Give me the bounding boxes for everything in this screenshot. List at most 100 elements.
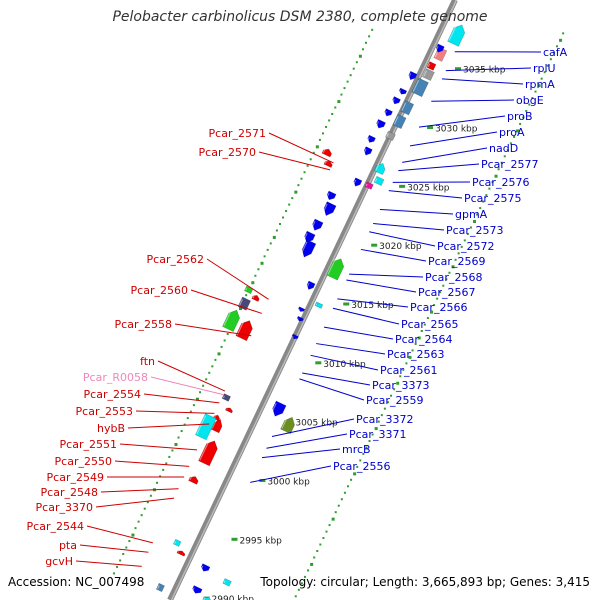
rna-label-left: Pcar_R0058 — [83, 371, 148, 384]
gene-label-right: proB — [507, 110, 533, 123]
gene-label-right: Pcar_2567 — [418, 286, 475, 299]
gc-dot — [291, 197, 294, 200]
scale-tick — [371, 243, 378, 247]
gene-feature — [435, 43, 445, 53]
gc-dot — [519, 122, 522, 125]
gc-dot — [310, 562, 314, 566]
gc-dot — [217, 352, 221, 356]
gc-dot — [361, 48, 364, 51]
backbone-line — [167, 0, 458, 600]
gc-dot — [337, 100, 341, 104]
gene-label-left: Pcar_2553 — [76, 405, 133, 418]
leader-line — [445, 67, 532, 72]
gc-dot — [119, 559, 122, 562]
gene-label-left: Pcar_2571 — [209, 127, 266, 140]
gc-dot — [195, 397, 199, 401]
leader-line — [369, 231, 436, 247]
gc-dot — [506, 148, 509, 151]
gc-dot — [208, 371, 211, 374]
gc-dot — [442, 284, 445, 287]
gc-dot — [325, 125, 328, 128]
gc-dot — [509, 142, 512, 145]
leader-line — [143, 393, 220, 404]
gc-dot — [371, 28, 374, 31]
gene-label-left: hybB — [97, 422, 125, 435]
gene-feature — [321, 148, 332, 158]
leader-line — [100, 488, 179, 493]
leader-line — [250, 465, 332, 483]
gc-dot — [454, 258, 457, 261]
gc-dot — [260, 261, 264, 265]
gene-feature — [322, 201, 337, 217]
gene-feature — [326, 258, 345, 281]
gc-dot — [331, 112, 334, 115]
leader-line — [86, 525, 153, 544]
gc-dot — [359, 459, 362, 462]
backbone-highlight — [170, 0, 458, 600]
gc-dot — [322, 537, 325, 540]
gc-dot — [159, 475, 162, 478]
gc-dot — [559, 38, 563, 42]
gene-feature — [373, 175, 385, 186]
gene-feature — [326, 190, 337, 201]
gc-dot — [479, 207, 482, 210]
gc-dot — [269, 242, 272, 245]
gc-dot — [125, 546, 128, 549]
gc-dot — [346, 80, 349, 83]
gc-dot — [303, 171, 306, 174]
gc-dot — [466, 232, 469, 235]
gene-feature — [411, 77, 429, 98]
gene-label-right: Pcar_3371 — [349, 428, 406, 441]
scale-tick-label: 2990 kbp — [212, 595, 255, 600]
gc-dot — [485, 194, 488, 197]
gc-dot — [202, 384, 205, 387]
gc-dot — [251, 281, 255, 285]
gene-label-right: Pcar_2566 — [410, 301, 467, 314]
gc-dot — [134, 527, 137, 530]
scale-tick — [231, 537, 238, 541]
gc-dot — [226, 332, 229, 335]
gene-label-right: Pcar_2569 — [428, 255, 485, 268]
gene-feature — [221, 393, 232, 402]
gc-dot — [325, 530, 328, 533]
gene-feature — [408, 70, 418, 81]
gc-dot-tracks — [112, 28, 565, 598]
gc-dot — [343, 87, 346, 90]
scale-tick-label: 2995 kbp — [239, 536, 282, 546]
leader-line — [316, 343, 386, 355]
gc-dot — [205, 378, 208, 381]
gc-dot — [275, 229, 278, 232]
gc-dot — [319, 543, 322, 546]
genome-backbone — [167, 0, 458, 600]
gc-dot — [374, 427, 378, 431]
gene-feature — [222, 578, 232, 587]
gc-dot — [128, 540, 131, 543]
gene-label-right: obgE — [516, 94, 544, 107]
leader-line — [190, 289, 262, 314]
gc-dot — [165, 462, 168, 465]
gc-dot — [543, 71, 546, 74]
gc-dot — [272, 235, 276, 239]
gene-label-right: Pcar_2556 — [333, 460, 390, 473]
gc-dot — [309, 158, 312, 161]
leader-line — [418, 115, 506, 128]
gc-dot — [318, 138, 321, 141]
gc-dot — [189, 410, 192, 413]
scale-tick — [343, 302, 350, 306]
gene-feature — [222, 309, 240, 332]
leader-line — [127, 423, 210, 429]
gene-label-right: Pcar_2565 — [401, 318, 458, 331]
gc-dot — [112, 572, 115, 575]
gc-dot — [408, 355, 412, 359]
gc-dot — [500, 161, 503, 164]
gene-feature — [224, 407, 233, 414]
leader-line — [323, 326, 394, 340]
leader-line — [402, 147, 488, 163]
gc-dot — [445, 278, 448, 281]
gc-dot — [340, 498, 343, 501]
gene-feature — [201, 596, 212, 600]
leader-line — [206, 258, 269, 300]
gc-dot — [380, 414, 383, 417]
gene-label-right: Pcar_2561 — [380, 364, 437, 377]
